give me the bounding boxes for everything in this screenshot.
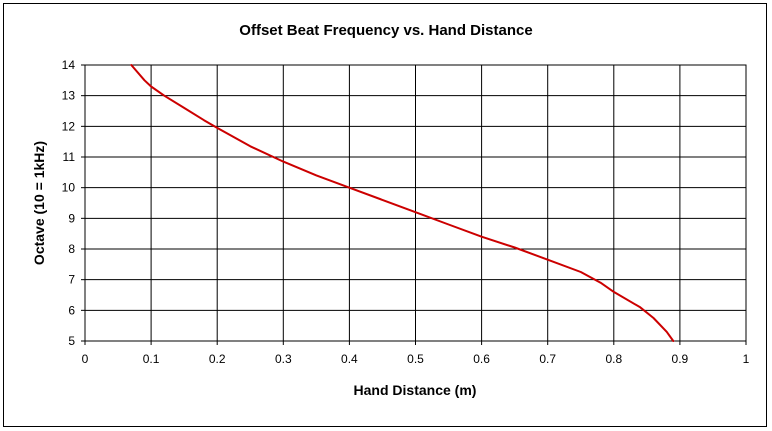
y-tick-label: 14	[62, 58, 76, 72]
x-tick-label: 0.2	[209, 352, 226, 366]
chart-title: Offset Beat Frequency vs. Hand Distance	[239, 22, 532, 39]
x-axis-label: Hand Distance (m)	[354, 382, 477, 398]
x-tick-label: 0.4	[341, 352, 358, 366]
x-tick-label: 0.3	[275, 352, 292, 366]
plot-border	[84, 64, 747, 342]
x-tick-label: 0.1	[143, 352, 160, 366]
x-tick-label: 1	[743, 352, 750, 366]
x-tick-label: 0.8	[605, 352, 622, 366]
x-tick-label: 0.6	[473, 352, 490, 366]
y-tick-label: 8	[68, 242, 75, 256]
x-tick-label: 0	[82, 352, 89, 366]
plot-area: 5 6 7 8 9 10 11 12 13 14 0 0.1 0.2 0.3 0.4 0.5 0.6 0.7 0.8…	[62, 58, 750, 366]
y-tick-label: 13	[62, 89, 76, 103]
y-tick-label: 10	[62, 181, 76, 195]
y-tick-label: 9	[68, 211, 75, 225]
y-tick-label: 7	[68, 273, 75, 287]
y-axis-label: Octave (10 = 1kHz)	[31, 141, 47, 265]
series-line	[130, 64, 675, 342]
y-tick-label: 12	[62, 119, 76, 133]
x-tick-label: 0.5	[407, 352, 424, 366]
y-tick-label: 5	[68, 334, 75, 348]
x-tick-label: 0.9	[672, 352, 689, 366]
y-tick-label: 11	[63, 150, 76, 164]
y-tick-label: 6	[68, 303, 75, 317]
x-tick-label: 0.7	[539, 352, 556, 366]
